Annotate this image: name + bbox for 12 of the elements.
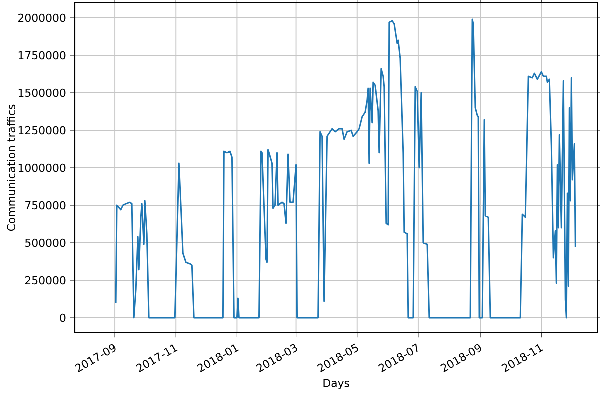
- x-axis-title: Days: [324, 379, 350, 390]
- y-axis-title: Communication traffics: [7, 104, 16, 232]
- y-tick-label: 0: [60, 314, 66, 322]
- y-tick-label: 1500000: [18, 88, 66, 98]
- y-tick-label: 1250000: [18, 126, 66, 135]
- y-tick-label: 2000000: [18, 14, 66, 22]
- line-series: [115, 18, 576, 319]
- y-tick-label: 750000: [26, 201, 66, 210]
- y-tick-label: 1000000: [18, 164, 66, 172]
- y-tick-label: 1750000: [18, 51, 66, 60]
- y-tick-label: 500000: [26, 238, 66, 248]
- y-tick-label: 250000: [25, 276, 66, 285]
